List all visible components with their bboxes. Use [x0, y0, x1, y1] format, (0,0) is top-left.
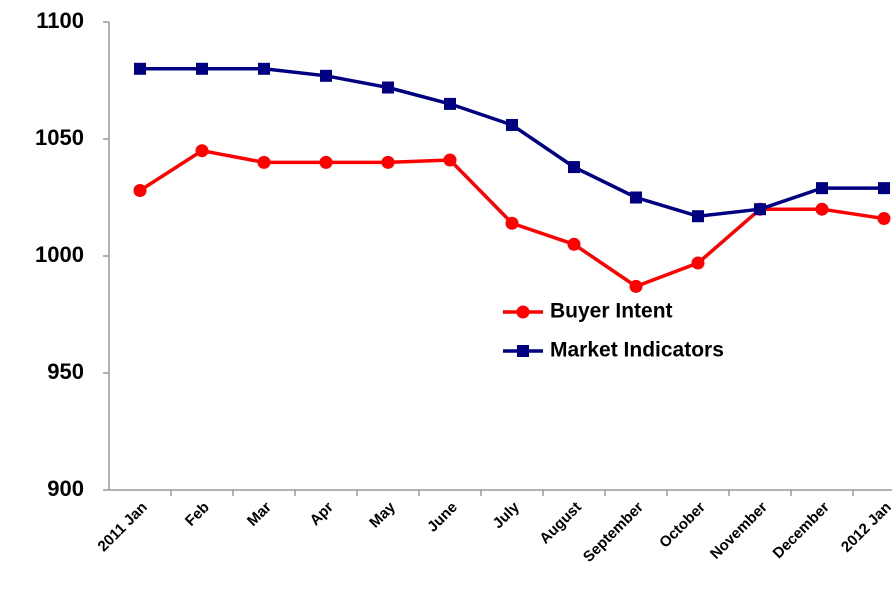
point [877, 212, 891, 226]
point [629, 279, 643, 293]
y-tick-label: 1000 [35, 242, 84, 267]
point [382, 81, 394, 94]
x-tick-label: August [536, 499, 585, 548]
y-tick-label: 900 [47, 476, 84, 501]
y-tick-label: 1100 [36, 8, 84, 33]
x-tick-label: Mar [244, 499, 275, 530]
point [815, 202, 829, 216]
x-tick-label: October [656, 499, 709, 552]
point [443, 153, 457, 167]
y-tick-label: 1050 [35, 125, 84, 150]
legend-label: Market Indicators [550, 339, 724, 362]
point [196, 62, 208, 75]
legend-marker [517, 345, 529, 357]
x-tick-label: September [580, 499, 647, 566]
point [381, 155, 395, 169]
point [691, 256, 705, 270]
point [505, 216, 519, 230]
point [320, 69, 332, 82]
x-tick-label: November [707, 499, 771, 563]
x-tick-label: 2011 Jan [95, 499, 151, 555]
point [506, 118, 518, 131]
point [878, 182, 890, 195]
point [568, 161, 580, 174]
x-tick-label: Feb [182, 499, 213, 530]
point [754, 203, 766, 216]
x-tick-label: June [424, 499, 461, 536]
point [630, 191, 642, 204]
point [257, 155, 271, 169]
legend-marker [516, 305, 530, 319]
point [195, 144, 209, 158]
x-tick-label: 2012 Jan [838, 499, 892, 556]
legend-label: Buyer Intent [550, 300, 673, 323]
x-tick-label: May [366, 498, 399, 531]
point [692, 210, 704, 223]
x-tick-label: July [490, 498, 524, 532]
point [134, 62, 146, 75]
point [444, 97, 456, 110]
y-tick-label: 950 [47, 359, 84, 384]
x-tick-label: Apr [307, 499, 337, 529]
point [258, 62, 270, 75]
series-line [140, 67, 884, 218]
point [567, 237, 581, 251]
point [816, 182, 828, 195]
point [319, 155, 333, 169]
x-tick-label: December [770, 499, 833, 562]
point [133, 183, 147, 197]
